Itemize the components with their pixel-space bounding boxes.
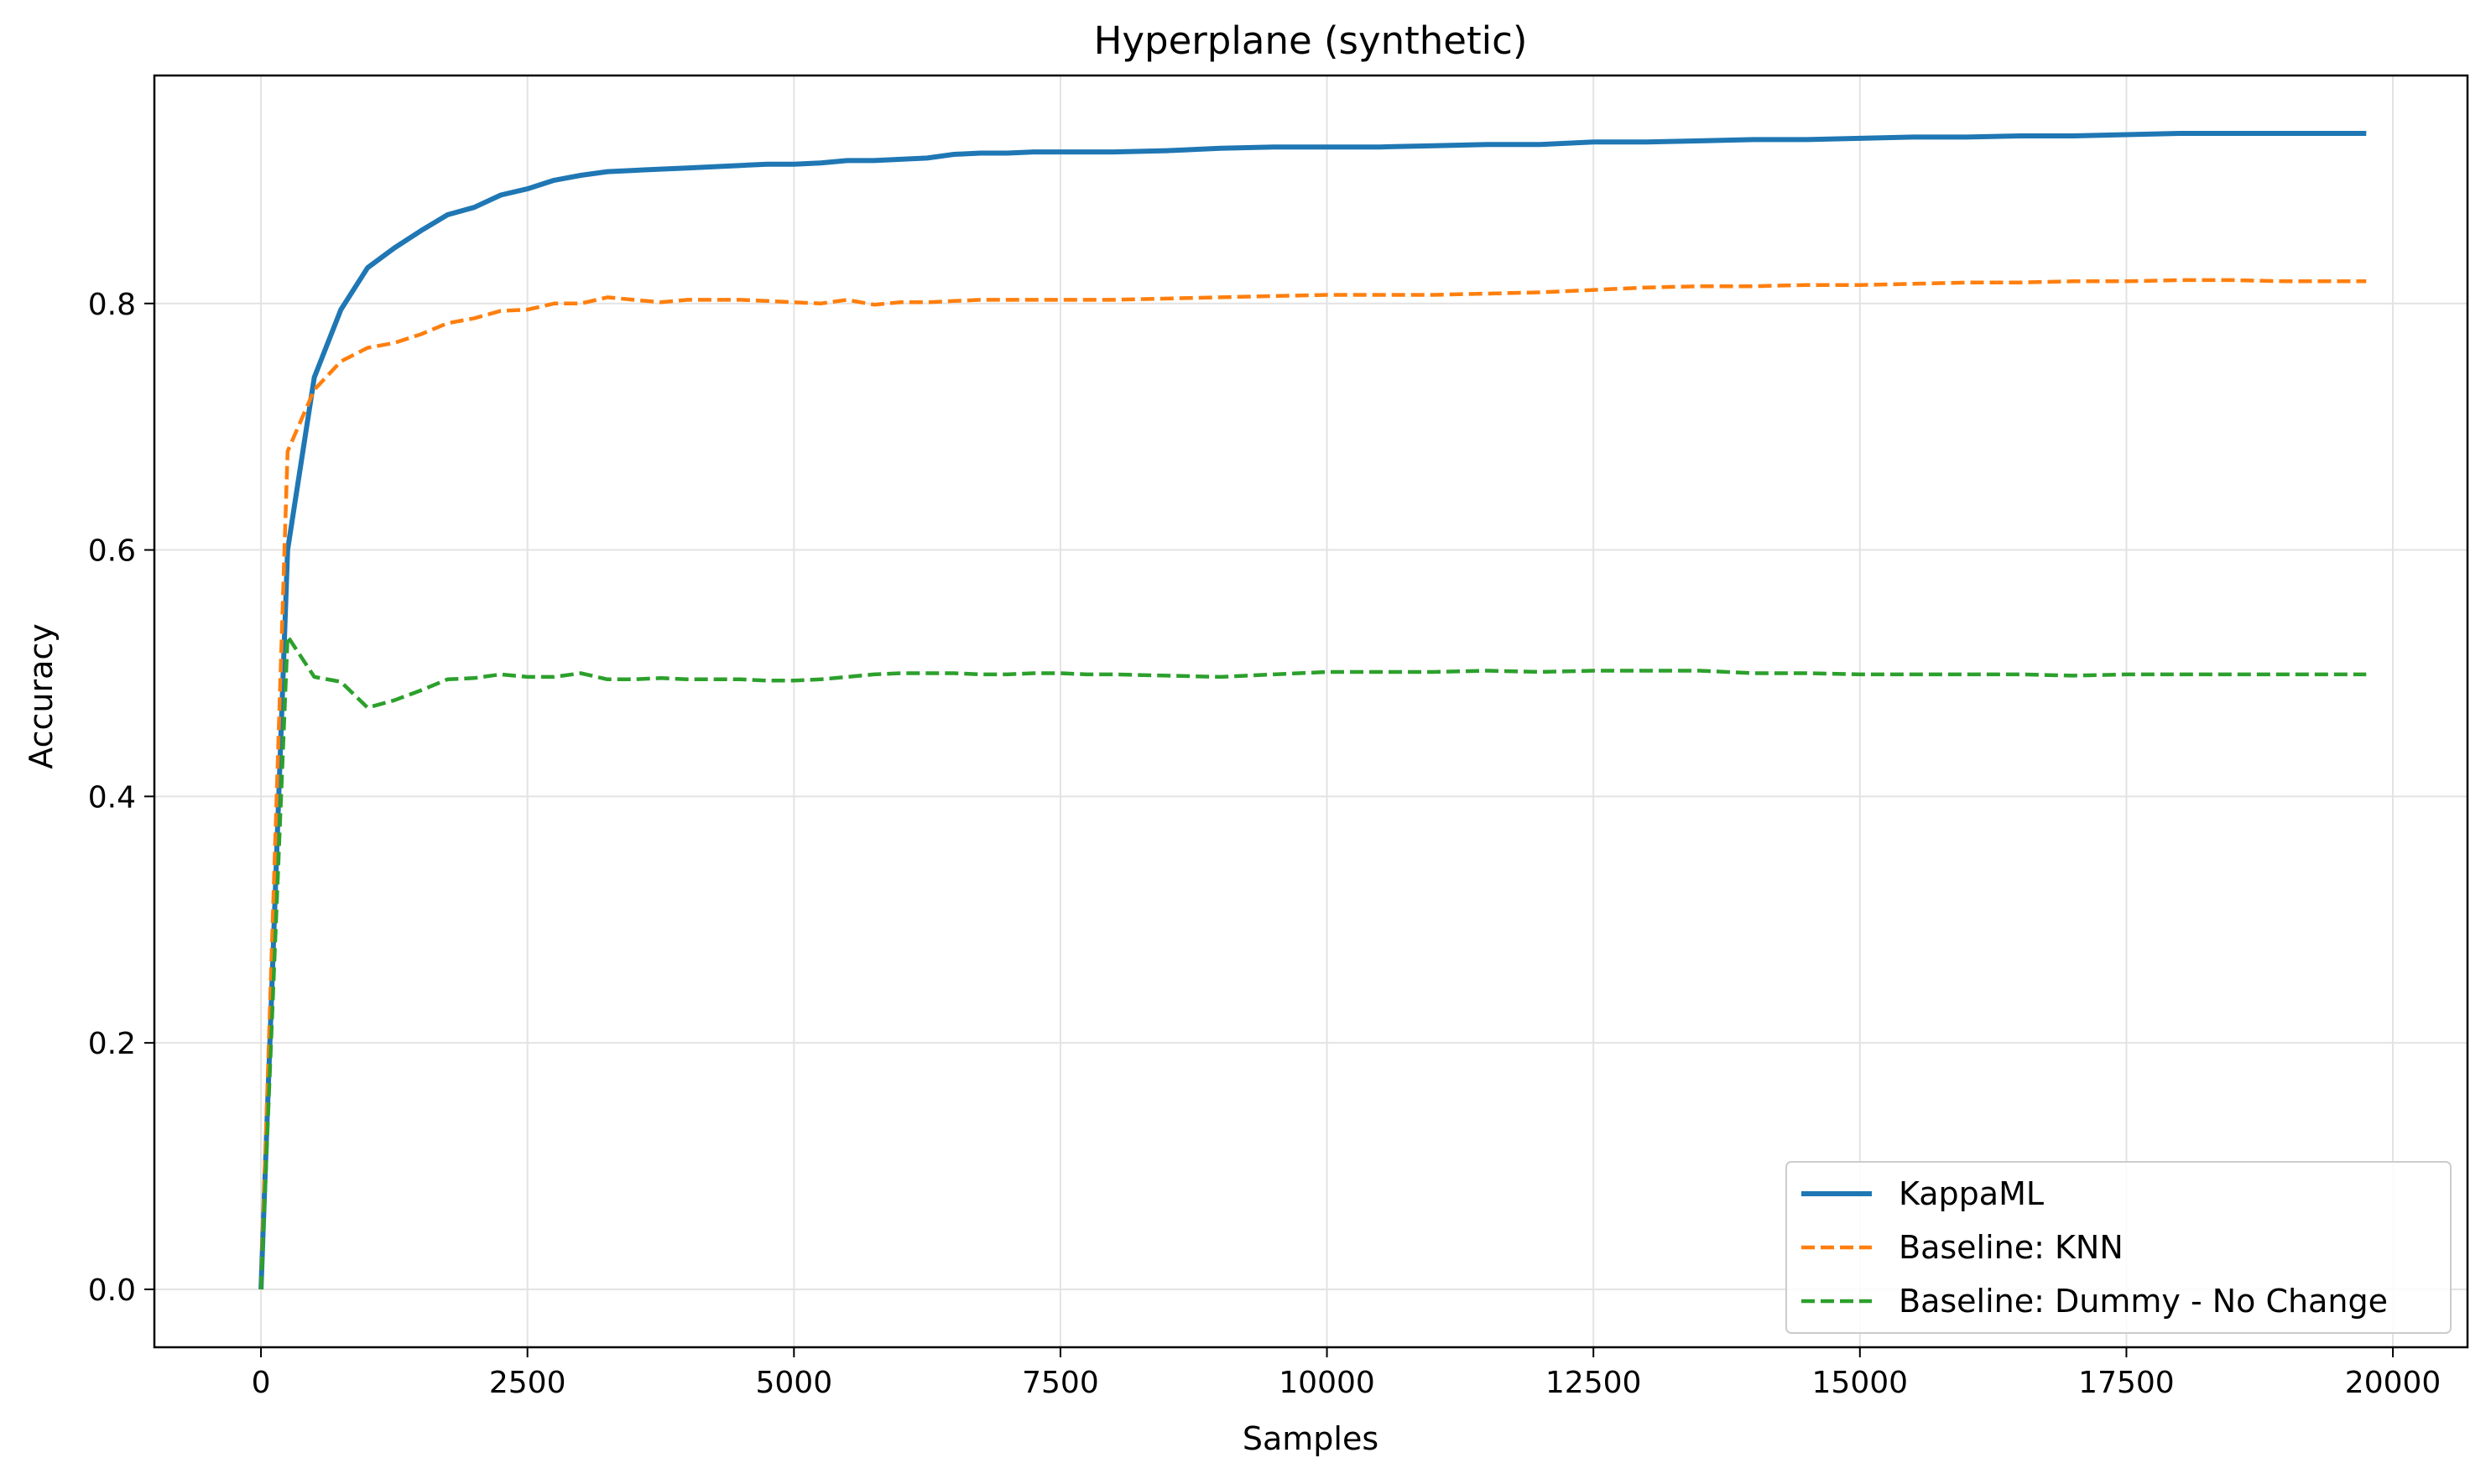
chart-title: Hyperplane (synthetic) xyxy=(1094,18,1528,63)
plot-frame xyxy=(153,74,2469,1349)
x-tick-label: 7500 xyxy=(1022,1366,1099,1400)
x-tick-label: 2500 xyxy=(489,1366,566,1400)
y-tick-label: 0.8 xyxy=(88,288,136,322)
x-tick-label: 17500 xyxy=(2078,1366,2175,1400)
y-tick-label: 0.2 xyxy=(88,1027,136,1061)
legend: KappaML Baseline: KNN Baseline: Dummy - No… xyxy=(1785,1161,2452,1334)
y-tick-label: 0.6 xyxy=(88,534,136,569)
legend-label: KappaML xyxy=(1899,1175,2044,1212)
series-line-2 xyxy=(258,634,2367,1290)
series-lines xyxy=(258,131,2367,1290)
series-line-0 xyxy=(258,131,2367,1290)
legend-label: Baseline: KNN xyxy=(1899,1229,2124,1266)
x-tick-label: 5000 xyxy=(755,1366,832,1400)
axis-ticks: 0 2500 5000 7500 10000 12500 15000 17500 20000 0.… xyxy=(88,288,2441,1400)
legend-box xyxy=(1785,1161,2452,1334)
x-tick-label: 12500 xyxy=(1545,1366,1642,1400)
x-tick-label: 15000 xyxy=(1812,1366,1909,1400)
series-line-1 xyxy=(258,278,2367,1290)
x-tick-label: 10000 xyxy=(1279,1366,1375,1400)
y-tick-label: 0.0 xyxy=(88,1273,136,1308)
x-axis-label: Samples xyxy=(1243,1420,1378,1457)
x-tick-label: 20000 xyxy=(2345,1366,2441,1400)
x-tick-label: 0 xyxy=(252,1366,271,1400)
y-tick-label: 0.4 xyxy=(88,780,136,815)
legend-label: Baseline: Dummy - No Change xyxy=(1899,1283,2388,1320)
y-axis-label: Accuracy xyxy=(23,623,60,769)
